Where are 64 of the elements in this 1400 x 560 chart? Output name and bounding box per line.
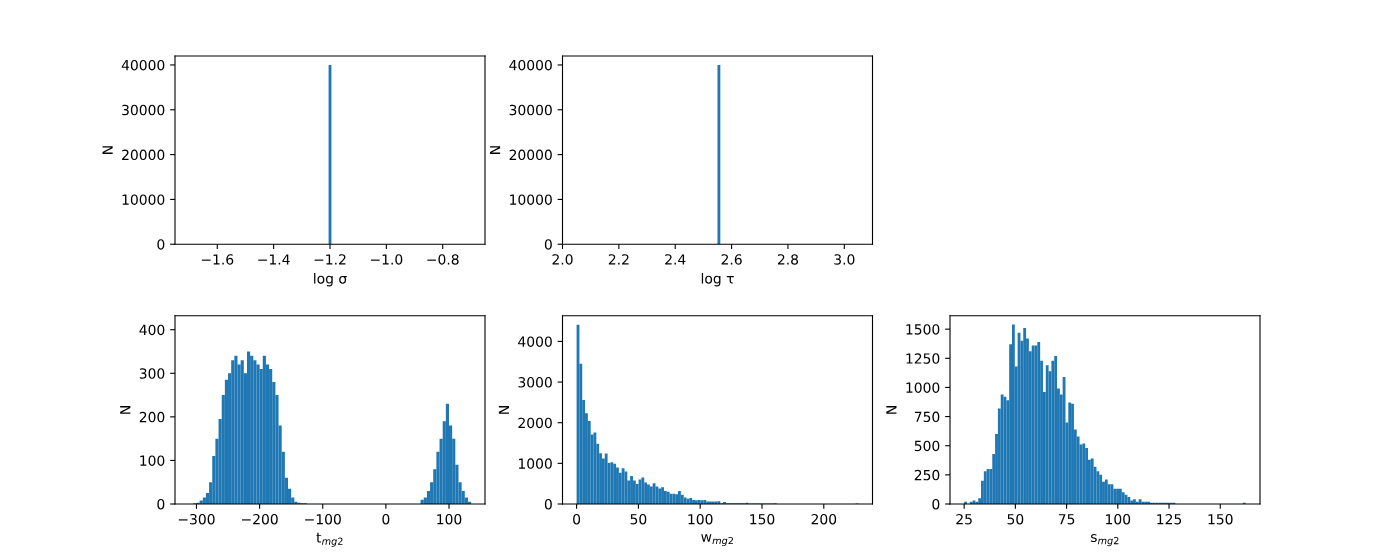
x-tick-label: −100 xyxy=(305,513,341,525)
x-tick-label: −200 xyxy=(242,513,278,525)
y-tick-label: 30000 xyxy=(122,104,165,116)
x-tick-label: −1.0 xyxy=(370,254,403,265)
x-tick-label: 0 xyxy=(382,513,390,525)
y-tick-label: 20000 xyxy=(509,149,552,161)
y-tick-label: 750 xyxy=(914,411,940,423)
y-tick-label: 20000 xyxy=(122,149,165,161)
y-tick-label: 500 xyxy=(914,440,940,452)
y-tick-label: 40000 xyxy=(121,59,165,71)
y-tick-label: 4000 xyxy=(518,336,552,347)
y-tick-label: 0 xyxy=(932,498,940,510)
y-tick-label: 1000 xyxy=(906,382,940,393)
x-tick-label: 50 xyxy=(1007,513,1024,525)
x-tick-label: −0.8 xyxy=(427,254,459,265)
x-axis-title: s$_{mg2}$ xyxy=(1090,534,1119,547)
y-tick-label: 200 xyxy=(139,411,165,423)
y-axis-title: N xyxy=(886,406,897,414)
x-tick-label: 25 xyxy=(956,513,972,525)
y-tick-label: 0 xyxy=(544,498,552,510)
y-axis-title: N xyxy=(498,406,509,414)
x-tick-label: 2.2 xyxy=(608,254,629,265)
y-tick-label: 250 xyxy=(914,469,940,481)
x-tick-label: 3.0 xyxy=(834,254,855,265)
x-tick-label: 2.0 xyxy=(552,254,573,265)
x-tick-label: 50 xyxy=(630,513,647,525)
x-tick-label: 2.6 xyxy=(721,254,742,265)
y-tick-label: 300 xyxy=(139,368,165,379)
x-tick-label: 150 xyxy=(750,513,775,525)
x-axis-title: log σ xyxy=(314,272,347,287)
x-tick-label: −1.6 xyxy=(201,254,234,265)
x-tick-label: 100 xyxy=(688,513,713,525)
y-tick-label: 1500 xyxy=(906,324,940,335)
y-tick-label: 1250 xyxy=(906,353,940,364)
x-tick-label: 75 xyxy=(1058,514,1075,525)
y-axis-title: N xyxy=(120,406,131,414)
x-tick-label: 100 xyxy=(1106,513,1131,525)
x-tick-label: 2.8 xyxy=(777,254,799,265)
x-tick-label: −300 xyxy=(178,513,215,525)
x-axis-title: w$_{mg2}$ xyxy=(701,534,733,547)
y-tick-label: 40000 xyxy=(509,59,552,71)
y-tick-label: 0 xyxy=(157,239,165,250)
y-tick-label: 1000 xyxy=(518,458,552,469)
x-tick-label: −1.4 xyxy=(258,254,290,265)
y-tick-label: 100 xyxy=(140,455,165,466)
y-tick-label: 3000 xyxy=(518,377,552,388)
y-tick-label: 0 xyxy=(544,239,552,250)
y-tick-label: 10000 xyxy=(122,194,165,205)
y-axis-title: N xyxy=(102,146,113,154)
x-axis-title: t$_{mg2}$ xyxy=(316,532,343,547)
x-tick-label: 2.4 xyxy=(665,254,686,265)
y-tick-label: 2000 xyxy=(518,417,552,429)
y-tick-label: 400 xyxy=(139,324,165,336)
y-tick-label: 10000 xyxy=(510,194,552,205)
x-tick-label: 200 xyxy=(811,513,837,525)
x-axis-title: log τ xyxy=(701,272,734,287)
x-tick-label: −1.2 xyxy=(314,254,346,265)
x-tick-label: 125 xyxy=(1157,513,1182,525)
y-axis-title: N xyxy=(490,146,501,154)
y-tick-label: 30000 xyxy=(509,104,552,116)
x-tick-label: 150 xyxy=(1208,513,1233,525)
y-tick-label: 0 xyxy=(157,498,165,510)
x-tick-label: 100 xyxy=(437,513,462,525)
x-tick-label: 0 xyxy=(573,513,581,525)
